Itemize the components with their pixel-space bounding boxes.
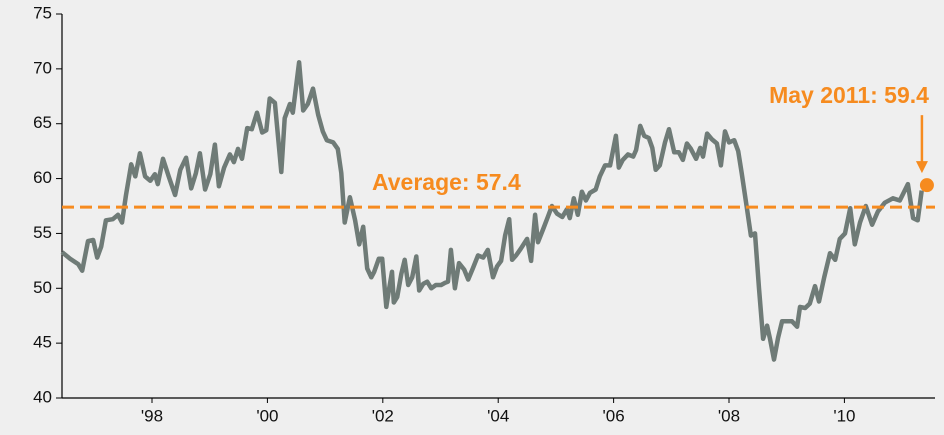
x-tick-label: '02 xyxy=(372,406,394,425)
x-tick-label: '06 xyxy=(603,406,625,425)
y-tick-label: 45 xyxy=(33,333,52,352)
y-tick-label: 75 xyxy=(33,3,52,22)
y-tick-label: 40 xyxy=(33,387,52,406)
y-tick-label: 50 xyxy=(33,278,52,297)
x-tick-label: '98 xyxy=(141,406,163,425)
y-tick-label: 55 xyxy=(33,223,52,242)
x-tick-label: '04 xyxy=(487,406,509,425)
data-line xyxy=(60,60,924,362)
highlight-label: May 2011: 59.4 xyxy=(769,82,929,108)
highlight-arrowhead xyxy=(915,161,928,174)
y-tick-label: 60 xyxy=(33,168,52,187)
y-tick-label: 65 xyxy=(33,113,52,132)
y-tick-label: 70 xyxy=(33,58,52,77)
x-tick-label: '10 xyxy=(833,406,855,425)
x-tick-label: '08 xyxy=(718,406,740,425)
average-label: Average: 57.4 xyxy=(372,169,521,195)
x-tick-label: '00 xyxy=(256,406,278,425)
highlight-point xyxy=(919,178,934,193)
